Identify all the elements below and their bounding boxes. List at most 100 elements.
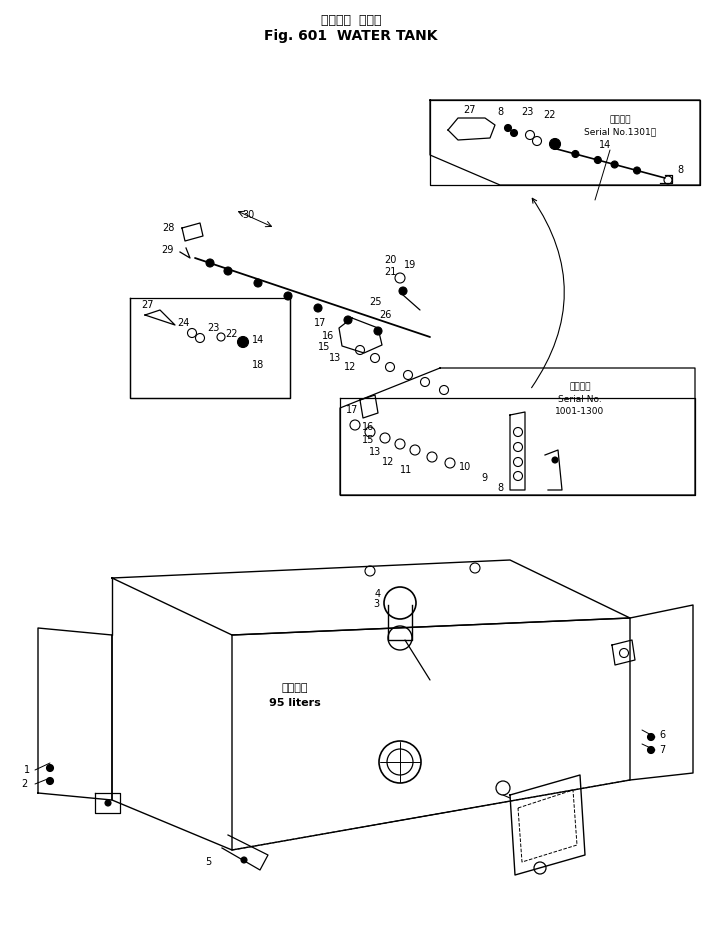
Circle shape xyxy=(399,287,407,295)
Text: 17: 17 xyxy=(314,318,326,328)
Text: 10: 10 xyxy=(459,462,471,472)
Circle shape xyxy=(395,439,405,449)
Circle shape xyxy=(647,747,654,754)
Circle shape xyxy=(410,445,420,455)
Circle shape xyxy=(611,161,618,168)
Text: 16: 16 xyxy=(322,331,334,341)
Text: 23: 23 xyxy=(207,323,219,333)
Text: 17: 17 xyxy=(346,405,359,415)
Text: 27: 27 xyxy=(464,105,476,115)
Text: 1: 1 xyxy=(24,765,30,775)
Text: 2: 2 xyxy=(21,779,27,789)
Circle shape xyxy=(388,626,412,650)
Circle shape xyxy=(356,345,364,355)
Circle shape xyxy=(384,587,416,619)
Text: 22: 22 xyxy=(543,110,556,120)
Text: 7: 7 xyxy=(659,745,665,755)
Text: 12: 12 xyxy=(344,362,356,372)
Text: 20: 20 xyxy=(384,255,396,265)
Circle shape xyxy=(385,363,394,371)
Text: 8: 8 xyxy=(497,107,503,117)
Circle shape xyxy=(526,131,534,140)
Text: 3: 3 xyxy=(373,599,379,609)
Text: 27: 27 xyxy=(142,300,154,310)
Text: 14: 14 xyxy=(252,335,264,345)
Circle shape xyxy=(532,137,541,145)
Text: 26: 26 xyxy=(379,310,391,320)
Text: 18: 18 xyxy=(252,360,264,370)
Circle shape xyxy=(513,442,522,452)
Text: 13: 13 xyxy=(329,353,341,363)
Text: 14: 14 xyxy=(599,140,611,150)
Text: ウォータ  タンク: ウォータ タンク xyxy=(321,13,381,27)
Circle shape xyxy=(505,124,512,132)
Circle shape xyxy=(420,378,430,386)
Circle shape xyxy=(445,458,455,468)
Circle shape xyxy=(379,741,421,783)
Text: 8: 8 xyxy=(497,483,503,493)
Text: 95 liters: 95 liters xyxy=(269,698,321,708)
Circle shape xyxy=(365,427,375,437)
Circle shape xyxy=(46,777,53,785)
Circle shape xyxy=(572,151,579,158)
Circle shape xyxy=(105,800,111,806)
Circle shape xyxy=(513,457,522,467)
Text: 29: 29 xyxy=(161,245,173,255)
Circle shape xyxy=(188,328,197,338)
Text: 6: 6 xyxy=(659,730,665,740)
Text: 8: 8 xyxy=(677,165,683,175)
Text: リッター: リッター xyxy=(282,683,308,693)
Circle shape xyxy=(46,765,53,772)
Text: 25: 25 xyxy=(369,297,381,307)
Text: 適用番号
Serial No.1301～: 適用番号 Serial No.1301～ xyxy=(584,115,656,137)
Text: 9: 9 xyxy=(481,473,487,483)
Circle shape xyxy=(344,316,352,324)
Circle shape xyxy=(350,420,360,430)
Text: 13: 13 xyxy=(369,447,381,457)
Text: 28: 28 xyxy=(162,223,174,233)
Circle shape xyxy=(647,734,654,740)
Circle shape xyxy=(510,129,517,137)
Circle shape xyxy=(380,433,390,443)
Circle shape xyxy=(254,279,262,287)
Circle shape xyxy=(513,427,522,437)
FancyArrowPatch shape xyxy=(531,198,565,388)
Text: 21: 21 xyxy=(384,267,396,277)
Circle shape xyxy=(496,781,510,795)
Text: 5: 5 xyxy=(205,857,211,867)
Circle shape xyxy=(395,273,405,283)
Text: 4: 4 xyxy=(375,589,381,599)
Circle shape xyxy=(284,292,292,300)
Circle shape xyxy=(374,327,382,335)
Text: 15: 15 xyxy=(362,435,374,445)
Text: 23: 23 xyxy=(521,107,533,117)
Circle shape xyxy=(238,337,248,347)
Circle shape xyxy=(439,385,449,395)
Text: 19: 19 xyxy=(404,260,416,270)
Text: Fig. 601  WATER TANK: Fig. 601 WATER TANK xyxy=(264,29,438,43)
Circle shape xyxy=(241,857,247,863)
Text: 22: 22 xyxy=(226,329,238,339)
Text: 24: 24 xyxy=(177,318,189,328)
Circle shape xyxy=(404,370,413,380)
Text: 16: 16 xyxy=(362,422,374,432)
Circle shape xyxy=(619,648,628,658)
Circle shape xyxy=(224,267,232,275)
Circle shape xyxy=(550,139,560,150)
Circle shape xyxy=(314,304,322,312)
Circle shape xyxy=(664,176,672,184)
Text: 適用番号
Serial No.
1001-1300: 適用番号 Serial No. 1001-1300 xyxy=(555,382,605,416)
Text: 30: 30 xyxy=(242,210,254,220)
Circle shape xyxy=(594,157,601,163)
Circle shape xyxy=(195,333,205,343)
Circle shape xyxy=(206,259,214,267)
Circle shape xyxy=(552,457,558,463)
Text: 15: 15 xyxy=(318,342,330,352)
Circle shape xyxy=(513,472,522,480)
Circle shape xyxy=(427,452,437,462)
Text: 12: 12 xyxy=(382,457,394,467)
Circle shape xyxy=(217,333,225,341)
Circle shape xyxy=(370,353,380,363)
Circle shape xyxy=(365,566,375,576)
Circle shape xyxy=(633,167,640,174)
